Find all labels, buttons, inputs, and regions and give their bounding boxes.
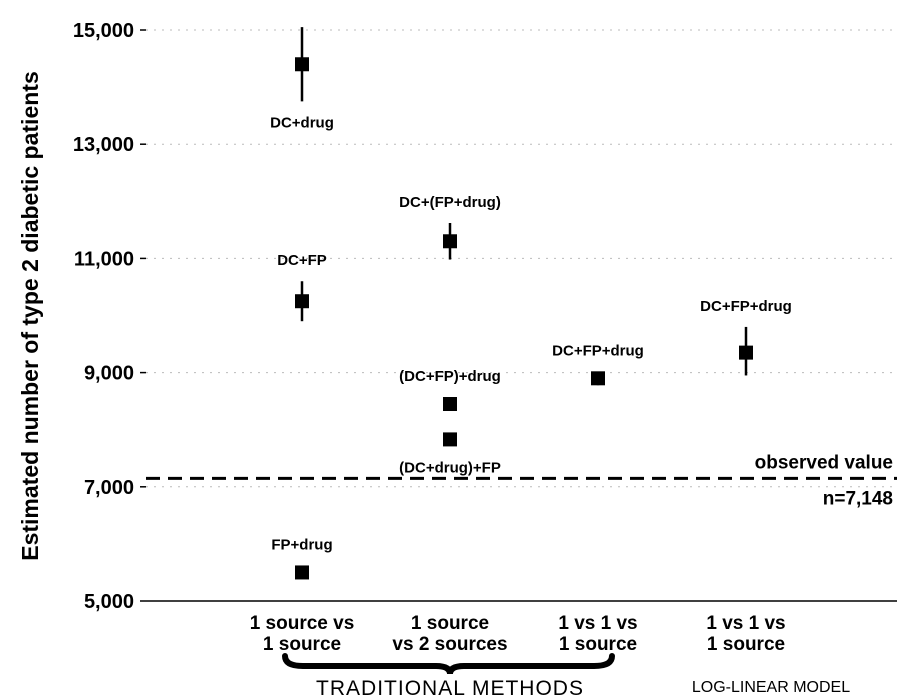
observed-value-label: observed value <box>755 452 893 473</box>
category-label: 1 source <box>707 634 785 655</box>
group-bracket <box>282 653 615 675</box>
data-point-label: DC+FP+drug <box>700 298 792 315</box>
y-axis-ticks: 5,000 7,000 9,000 11,000 13,000 15,000 <box>73 20 146 613</box>
y-tick-label: 11,000 <box>74 248 134 270</box>
y-tick-label: 15,000 <box>73 20 134 42</box>
y-axis-label: Estimated number of type 2 diabetic pati… <box>17 71 43 561</box>
observed-value-n-label: n=7,148 <box>823 488 893 509</box>
y-tick-label: 9,000 <box>84 363 134 385</box>
data-point-label: (DC+drug)+FP <box>399 459 501 476</box>
data-point-marker <box>295 57 309 72</box>
data-point-label: DC+FP <box>277 252 327 269</box>
y-tick-label: 5,000 <box>84 591 134 613</box>
data-point-marker <box>443 397 457 412</box>
data-point-marker <box>591 371 605 386</box>
data-point-marker <box>443 432 457 447</box>
grid-lines <box>146 29 897 488</box>
category-label: vs 2 sources <box>392 634 507 655</box>
data-point-label: DC+(FP+drug) <box>399 194 501 211</box>
method-groups: TRADITIONAL METHODS LOG-LINEAR MODEL <box>282 653 850 698</box>
data-point-label: FP+drug <box>271 536 332 553</box>
data-point-marker <box>739 345 753 360</box>
group-label: TRADITIONAL METHODS <box>316 677 584 698</box>
data-point-label: (DC+FP)+drug <box>399 368 501 385</box>
y-tick-label: 13,000 <box>73 134 134 156</box>
data-point-marker <box>295 294 309 309</box>
category-label: 1 source <box>559 634 637 655</box>
y-tick-label: 7,000 <box>84 477 134 499</box>
observed-value-line: observed value n=7,148 <box>146 452 897 509</box>
data-point-marker <box>443 234 457 249</box>
category-label: 1 vs 1 vs <box>706 613 785 634</box>
group-label: LOG-LINEAR MODEL <box>692 679 850 696</box>
data-point-marker <box>295 565 309 580</box>
category-label: 1 source vs <box>250 613 355 634</box>
category-label: 1 source <box>411 613 489 634</box>
data-point-label: DC+drug <box>270 114 334 131</box>
category-label: 1 vs 1 vs <box>558 613 637 634</box>
category-label: 1 source <box>263 634 341 655</box>
data-point-label: DC+FP+drug <box>552 342 644 359</box>
data-points: DC+drug DC+FP FP+drug DC+(FP+drug) (DC+FP)+d… <box>270 27 792 580</box>
